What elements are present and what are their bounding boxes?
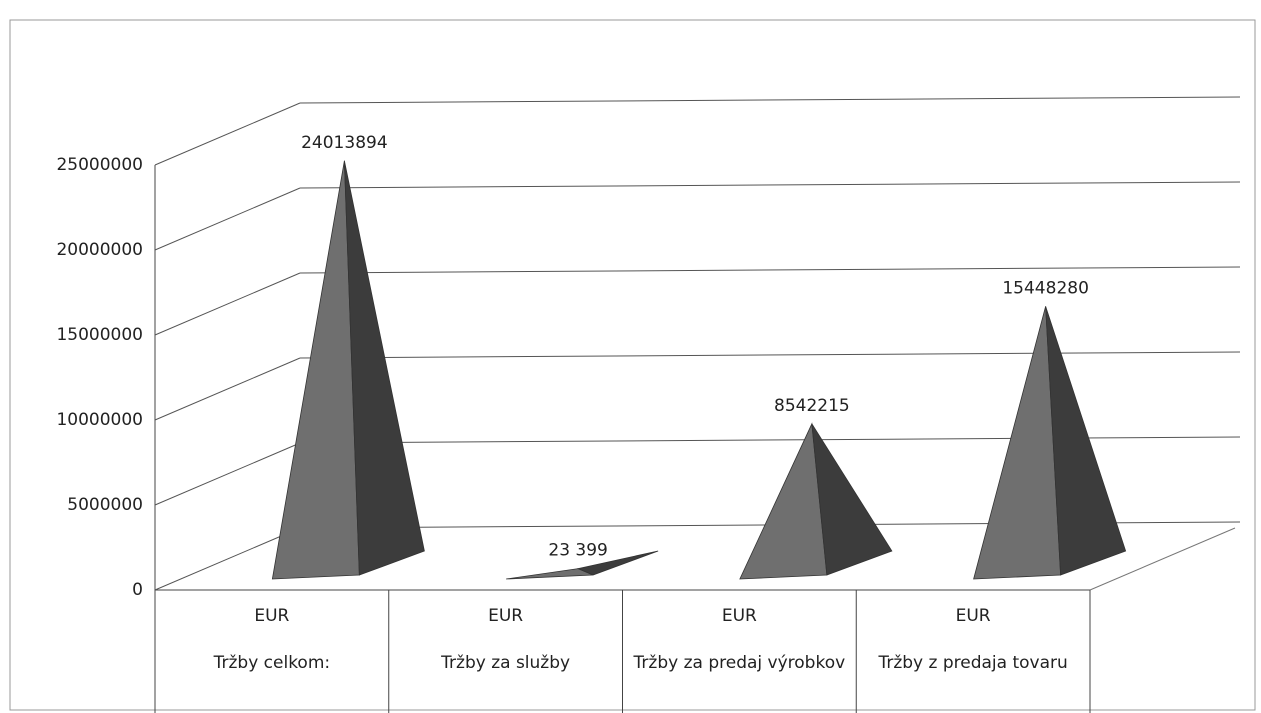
grid-line <box>299 181 1241 189</box>
y-tick-label: 15000000 <box>56 325 143 345</box>
category-label: Tržby celkom: <box>213 653 331 673</box>
data-label: 15448280 <box>1002 278 1089 298</box>
grid-line <box>299 436 1241 444</box>
y-tick-label: 20000000 <box>56 240 143 260</box>
pyramid-side <box>343 160 425 576</box>
y-tick-label: 10000000 <box>56 410 143 430</box>
data-label: 23 399 <box>548 541 607 561</box>
category-unit: EUR <box>721 606 757 626</box>
grid-line <box>154 187 301 251</box>
pyramid-side <box>576 550 659 576</box>
grid-line <box>299 266 1241 274</box>
y-tick-label: 25000000 <box>56 155 143 175</box>
floor-edge <box>1089 527 1236 591</box>
grid-line <box>154 442 301 506</box>
category-label: Tržby za predaj výrobkov <box>633 653 846 673</box>
category-unit: EUR <box>488 606 524 626</box>
y-tick-label: 5000000 <box>67 495 143 515</box>
grid-line <box>154 357 301 421</box>
data-label: 24013894 <box>301 133 388 153</box>
category-unit: EUR <box>955 606 991 626</box>
y-tick-label: 0 <box>132 580 143 600</box>
pyramid-face <box>506 568 594 580</box>
grid-line <box>299 96 1241 104</box>
grid-line <box>299 351 1241 359</box>
grid-line <box>154 272 301 336</box>
grid-line <box>154 102 301 166</box>
grid-line <box>154 527 301 591</box>
frame <box>9 19 1256 711</box>
category-label: Tržby za služby <box>441 653 571 673</box>
pyramid-side <box>811 423 893 576</box>
pyramid-side <box>1045 306 1127 576</box>
category-unit: EUR <box>254 606 290 626</box>
category-label: Tržby z predaja tovaru <box>878 653 1068 673</box>
data-label: 8542215 <box>774 396 850 416</box>
